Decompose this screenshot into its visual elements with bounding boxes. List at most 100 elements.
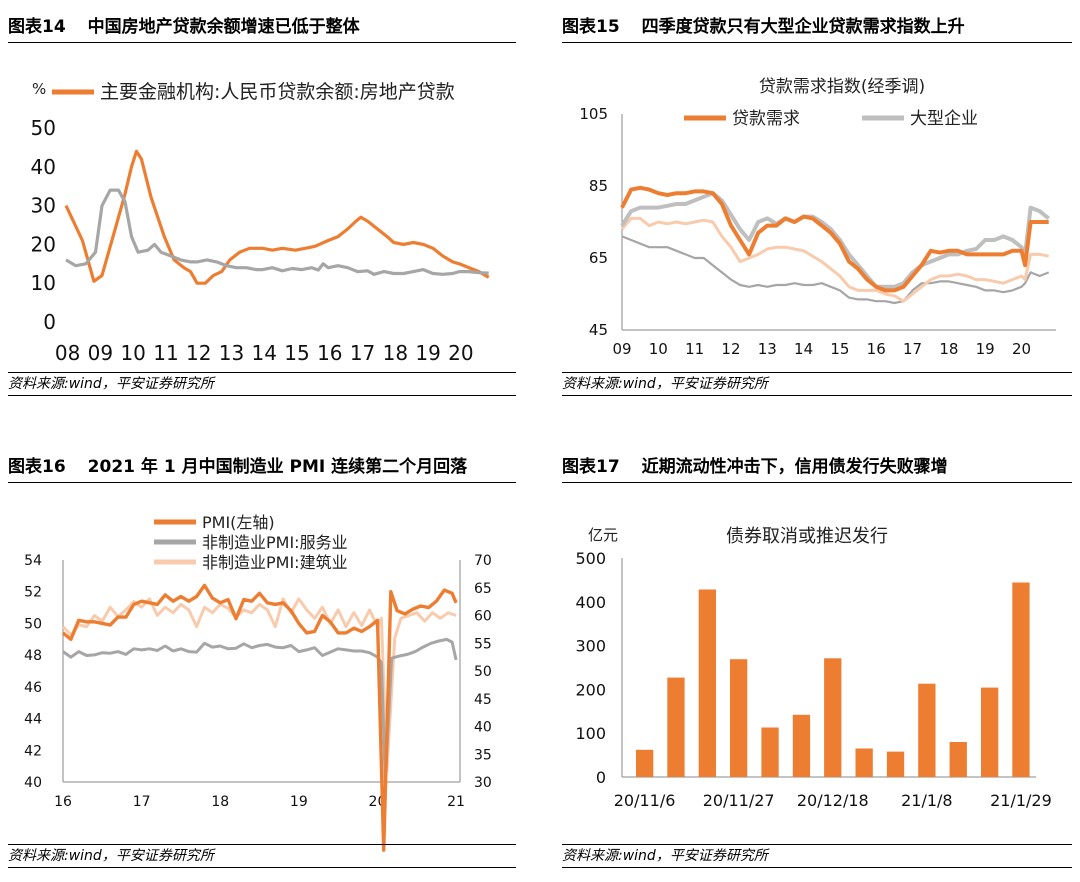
x-tick-label: 11 [153, 341, 178, 365]
y-tick-label: 0 [43, 310, 56, 334]
bar [918, 683, 936, 777]
unit-label: % [32, 80, 46, 98]
legend-label: PMI(左轴) [202, 513, 275, 532]
source-note: 资料来源:wind，平安证券研究所 [562, 372, 1072, 396]
y-tick-label-left: 44 [24, 712, 42, 728]
chart-title: 债券取消或推迟发行 [726, 526, 888, 547]
bar [981, 687, 999, 777]
source-note: 资料来源:wind，平安证券研究所 [8, 372, 516, 396]
x-tick-label: 10 [649, 340, 668, 358]
x-tick-label: 16 [54, 794, 72, 810]
series-line [62, 637, 458, 783]
y-tick-label-left: 42 [24, 743, 42, 759]
panel-title-text: 近期流动性冲击下，信用债发行失败骤增 [641, 457, 948, 477]
y-tick-label-right: 30 [474, 775, 492, 791]
x-tick-label: 20/12/18 [797, 791, 869, 810]
x-tick-label: 09 [88, 341, 113, 365]
legend-label: 贷款需求 [732, 109, 800, 129]
legend-label: 非制造业PMI:服务业 [202, 533, 348, 552]
x-tick-label: 19 [976, 340, 995, 358]
y-tick-label-right: 70 [474, 553, 492, 569]
x-tick-label: 14 [252, 341, 277, 365]
x-tick-label: 20/11/6 [614, 791, 676, 810]
y-tick-label: 30 [31, 194, 56, 218]
x-tick-label: 20 [448, 341, 473, 365]
panel-14: 图表14 中国房地产贷款余额增速已低于整体 % 0 10 20 30 40 50 08 09 10 1… [8, 12, 516, 402]
source-note: 资料来源:wind，平安证券研究所 [562, 844, 1072, 868]
bar [855, 748, 873, 777]
x-tick-label: 08 [55, 341, 80, 365]
panel-number: 图表17 [562, 457, 620, 477]
y-tick-label-left: 52 [24, 585, 42, 601]
x-tick-label: 21/1/8 [901, 791, 953, 810]
y-tick-label-left: 48 [24, 648, 42, 664]
series-line [620, 191, 1050, 289]
x-tick-label: 13 [219, 341, 244, 365]
x-tick-label: 11 [685, 340, 704, 358]
y-tick-label-right: 55 [474, 636, 492, 652]
y-tick-label: 400 [575, 593, 606, 612]
bar [792, 714, 811, 777]
panel-title: 图表15 四季度贷款只有大型企业贷款需求指数上升 [562, 12, 1072, 43]
bar [667, 677, 685, 777]
panel-16: 图表16 2021 年 1 月中国制造业 PMI 连续第二个月回落 40 42 44 4… [8, 452, 516, 872]
chart-title: 贷款需求指数(经季调) [759, 77, 925, 97]
x-tick-label: 17 [133, 794, 151, 810]
chart-15: 贷款需求指数(经季调) 45 65 85 105 09 10 11 12 13 14 15 16 17 18… [579, 77, 1056, 358]
panel-number: 图表16 [8, 457, 66, 477]
y-tick-label-right: 40 [474, 720, 492, 736]
bar [730, 659, 748, 777]
panel-title-text: 中国房地产贷款余额增速已低于整体 [87, 17, 360, 37]
legend-label: 非制造业PMI:建筑业 [202, 553, 348, 572]
x-tick-label: 10 [120, 341, 145, 365]
panel-title: 图表17 近期流动性冲击下，信用债发行失败骤增 [562, 452, 1072, 483]
y-tick-label-right: 65 [474, 581, 492, 597]
bar [698, 589, 716, 777]
series-line [61, 583, 458, 852]
y-tick-label: 0 [596, 768, 606, 787]
panel-17: 图表17 近期流动性冲击下，信用债发行失败骤增 亿元 债券取消或推迟发行 0 100 20… [562, 452, 1072, 872]
x-tick-label: 16 [867, 340, 886, 358]
series-line [64, 149, 490, 285]
x-tick-label: 16 [317, 341, 342, 365]
y-tick-label: 10 [31, 271, 56, 295]
bar [824, 658, 842, 777]
x-tick-label: 17 [350, 341, 375, 365]
y-tick-label-right: 50 [474, 664, 492, 680]
bar [1012, 582, 1030, 777]
y-tick-label-right: 45 [474, 692, 492, 708]
y-tick-label: 500 [575, 549, 606, 568]
y-tick-label: 105 [579, 105, 608, 123]
x-tick-label: 19 [415, 341, 440, 365]
series-line [620, 216, 1049, 303]
y-tick-label: 50 [31, 116, 56, 140]
x-tick-label: 21/1/29 [990, 791, 1052, 810]
x-tick-label: 20 [1012, 340, 1031, 358]
panel-title: 图表16 2021 年 1 月中国制造业 PMI 连续第二个月回落 [8, 452, 516, 483]
x-tick-label: 12 [186, 341, 211, 365]
x-tick-label: 21 [447, 794, 465, 810]
legend-label: 大型企业 [910, 109, 978, 129]
x-tick-label: 15 [284, 341, 309, 365]
y-tick-label: 100 [575, 724, 606, 743]
y-tick-label: 85 [589, 177, 608, 195]
x-tick-label: 18 [383, 341, 408, 365]
x-tick-label: 20/11/27 [703, 791, 775, 810]
series-line [620, 185, 1049, 293]
unit-label: 亿元 [588, 526, 618, 544]
legend-label: 主要金融机构:人民币贷款余额:房地产贷款 [100, 81, 455, 103]
x-tick-label: 19 [290, 794, 308, 810]
panel-number: 图表14 [8, 17, 66, 37]
bar [886, 751, 905, 777]
chart-17: 亿元 债券取消或推迟发行 0 100 200 300 400 500 20/11/6 20/11/… [575, 526, 1052, 810]
y-tick-label: 65 [589, 249, 608, 267]
x-tick-label: 12 [721, 340, 740, 358]
series-line [621, 235, 1050, 305]
source-note: 资料来源:wind，平安证券研究所 [8, 844, 516, 868]
panel-15: 图表15 四季度贷款只有大型企业贷款需求指数上升 贷款需求指数(经季调) 45 65 8… [562, 12, 1072, 402]
chart-14: % 0 10 20 30 40 50 08 09 10 11 12 13 14 15 16 17 18 19 20 主要… [31, 80, 490, 365]
y-tick-label-left: 54 [24, 553, 42, 569]
x-tick-label: 18 [939, 340, 958, 358]
series-line [61, 597, 457, 773]
x-tick-label: 18 [211, 794, 229, 810]
